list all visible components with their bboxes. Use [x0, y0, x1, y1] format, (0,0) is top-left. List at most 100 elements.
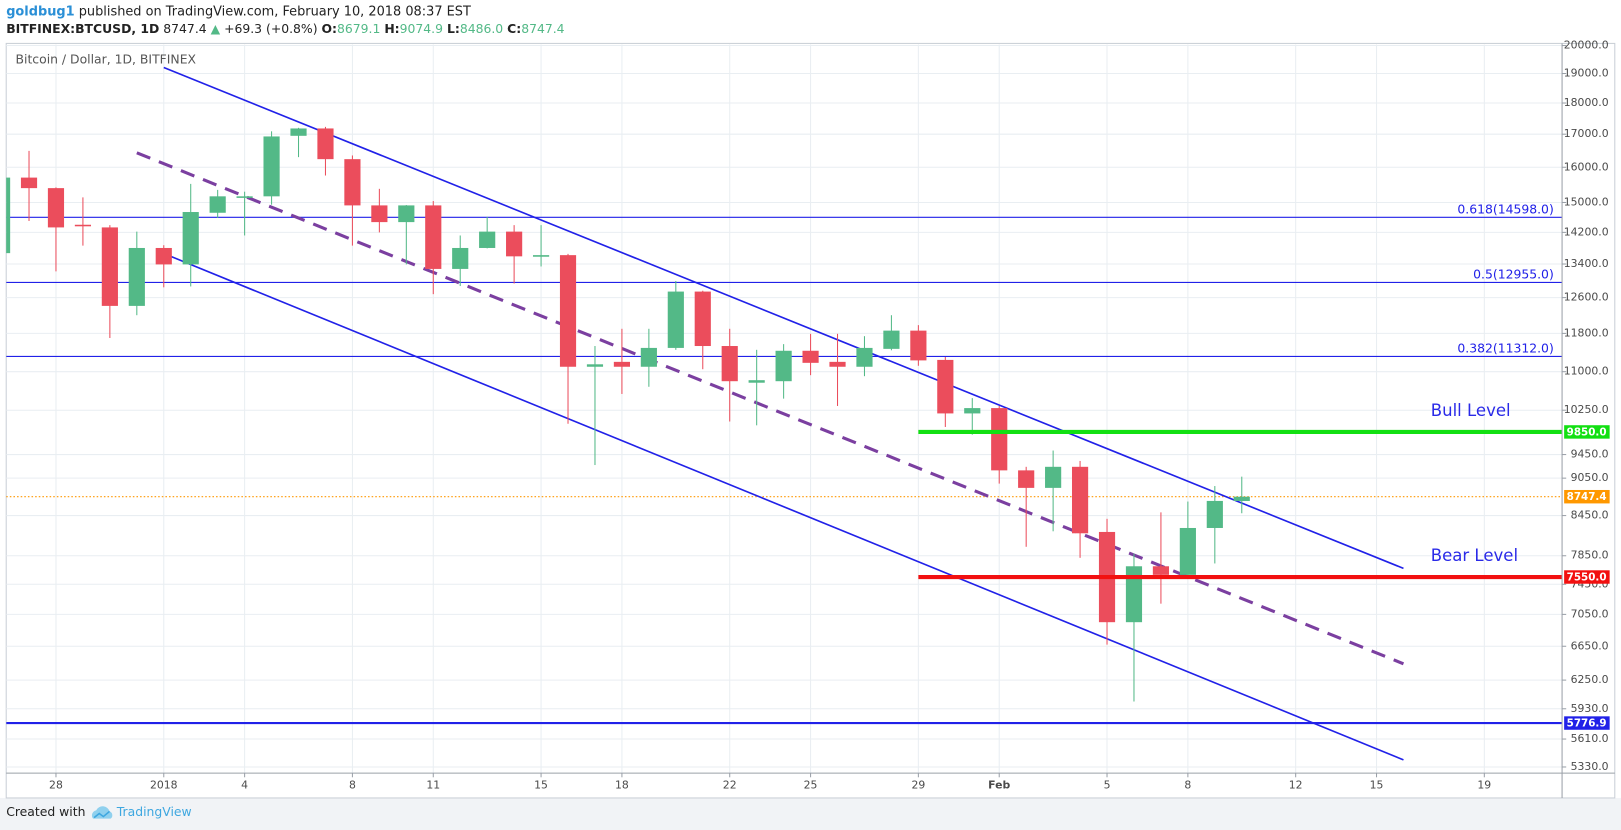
close: 8747.4 — [521, 20, 564, 35]
candle-body — [1206, 500, 1223, 528]
candle-body — [128, 247, 145, 306]
candle-body — [1233, 496, 1250, 501]
arrow: ▲ — [211, 20, 221, 35]
x-tick-label: 15 — [1370, 779, 1384, 792]
x-tick-label: 29 — [911, 779, 925, 792]
fib-label: 0.618(14598.0) — [1457, 202, 1553, 217]
y-tick-label: 19000.0 — [1564, 67, 1609, 80]
x-tick-label: 19 — [1477, 779, 1491, 792]
candle-body — [937, 359, 954, 414]
l-label: L: — [447, 20, 460, 35]
candle-body — [74, 224, 92, 227]
candle-body — [1125, 566, 1143, 623]
price-badge-label: 5776.9 — [1567, 718, 1607, 730]
x-tick-label: 25 — [804, 779, 818, 792]
c-label: C: — [507, 20, 521, 35]
candle-body — [209, 196, 226, 213]
fib-label: 0.382(11312.0) — [1457, 341, 1553, 356]
axes: 20000.0 19000.0 18000.0 17000.0 16000.0 15000… — [49, 39, 1610, 792]
x-tick-label: 28 — [49, 779, 63, 792]
y-tick-label: 7050.0 — [1571, 607, 1609, 620]
x-tick-label: 8 — [1184, 779, 1191, 792]
candle-body — [1152, 566, 1170, 575]
candle-body — [479, 231, 496, 248]
level-label: Bear Level — [1431, 546, 1518, 565]
candle-body — [317, 128, 334, 160]
candle-body — [182, 212, 199, 265]
candle-body — [1045, 466, 1062, 488]
x-tick-label: Feb — [988, 779, 1010, 792]
candle-body — [910, 330, 927, 361]
candle-body — [775, 350, 792, 382]
price-badge-label: 7550.0 — [1567, 572, 1607, 584]
candle-body — [802, 350, 819, 363]
candle-body — [452, 247, 469, 269]
y-tick-label: 9450.0 — [1571, 448, 1609, 461]
candle-body — [1179, 527, 1196, 575]
y-tick-label: 9050.0 — [1571, 471, 1609, 484]
y-tick-label: 15000.0 — [1564, 195, 1609, 208]
x-tick-label: 8 — [349, 779, 356, 792]
y-tick-label: 18000.0 — [1564, 96, 1609, 109]
y-tick-label: 14200.0 — [1564, 225, 1609, 238]
candle-body — [667, 291, 684, 348]
candle-body — [20, 177, 38, 189]
candle-body — [991, 408, 1008, 471]
author[interactable]: goldbug1 — [6, 4, 74, 19]
candle-body — [290, 128, 307, 136]
y-tick-label: 20000.0 — [1564, 39, 1609, 52]
created-with: Created with — [6, 804, 85, 819]
symbol: BITFINEX:BTCUSD, 1D — [6, 20, 159, 35]
grid — [6, 44, 1563, 774]
o-label: O: — [322, 20, 338, 35]
candle-body — [47, 188, 65, 228]
candle-body — [155, 247, 172, 265]
y-tick-label: 11800.0 — [1564, 326, 1609, 339]
candle-body — [640, 347, 657, 367]
change: +69.3 (+0.8%) — [224, 20, 317, 35]
level-label: Bull Level — [1431, 401, 1511, 420]
chart-frame — [5, 42, 1616, 799]
y-tick-label: 7850.0 — [1571, 549, 1609, 562]
candle-body — [694, 291, 711, 347]
candle-body — [721, 346, 738, 382]
candle-body — [101, 227, 118, 306]
y-tick-label: 10250.0 — [1564, 403, 1609, 416]
y-tick-label: 8450.0 — [1571, 509, 1609, 522]
trendline — [163, 66, 1404, 570]
y-tick-label: 11000.0 — [1564, 365, 1609, 378]
published: published on TradingView.com, February 1… — [79, 4, 471, 19]
candle-body — [506, 231, 523, 257]
y-tick-label: 6650.0 — [1571, 639, 1609, 652]
candle-body — [6, 177, 11, 254]
candle-body — [856, 347, 873, 367]
y-tick-label: 16000.0 — [1564, 160, 1609, 173]
x-tick-label: 18 — [615, 779, 629, 792]
candle-body — [532, 255, 550, 257]
brand[interactable]: TradingView — [116, 804, 192, 819]
header-line-2: BITFINEX:BTCUSD, 1D 8747.4 ▲ +69.3 (+0.8… — [6, 20, 564, 35]
tradingview-logo[interactable] — [91, 806, 113, 819]
high: 9074.9 — [400, 20, 443, 35]
x-tick-label: 5 — [1104, 779, 1111, 792]
price-badge — [1564, 716, 1610, 730]
plot-area — [6, 66, 1563, 761]
fib-label: 0.5(12955.0) — [1473, 267, 1554, 282]
h-label: H: — [384, 20, 399, 35]
candle-body — [586, 364, 604, 367]
x-tick-label: 15 — [534, 779, 548, 792]
candle-body — [344, 159, 361, 206]
y-tick-label: 5330.0 — [1571, 760, 1609, 773]
price-badge — [1564, 425, 1610, 439]
y-tick-label: 17000.0 — [1564, 127, 1609, 140]
candle-body — [263, 136, 280, 197]
y-tick-label: 5930.0 — [1571, 702, 1609, 715]
y-tick-label: 13400.0 — [1564, 257, 1609, 270]
candle-body — [398, 205, 415, 223]
candle-body — [748, 380, 765, 383]
last: 8747.4 — [163, 20, 206, 35]
x-tick-label: 12 — [1289, 779, 1303, 792]
candle-body — [883, 330, 900, 349]
candle-body — [236, 196, 253, 198]
